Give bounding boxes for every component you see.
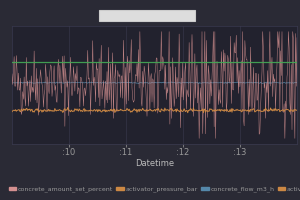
Legend: concrete_amount_set_percent, activator_pressure_bar, concrete_flow_m3_h, activa: concrete_amount_set_percent, activator_p… <box>6 184 300 195</box>
X-axis label: Datetime: Datetime <box>135 159 174 168</box>
